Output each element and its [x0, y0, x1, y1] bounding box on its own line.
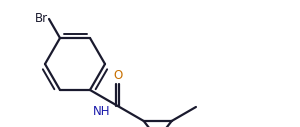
- Text: NH: NH: [93, 105, 111, 118]
- Text: Br: Br: [35, 12, 48, 26]
- Text: O: O: [113, 69, 122, 82]
